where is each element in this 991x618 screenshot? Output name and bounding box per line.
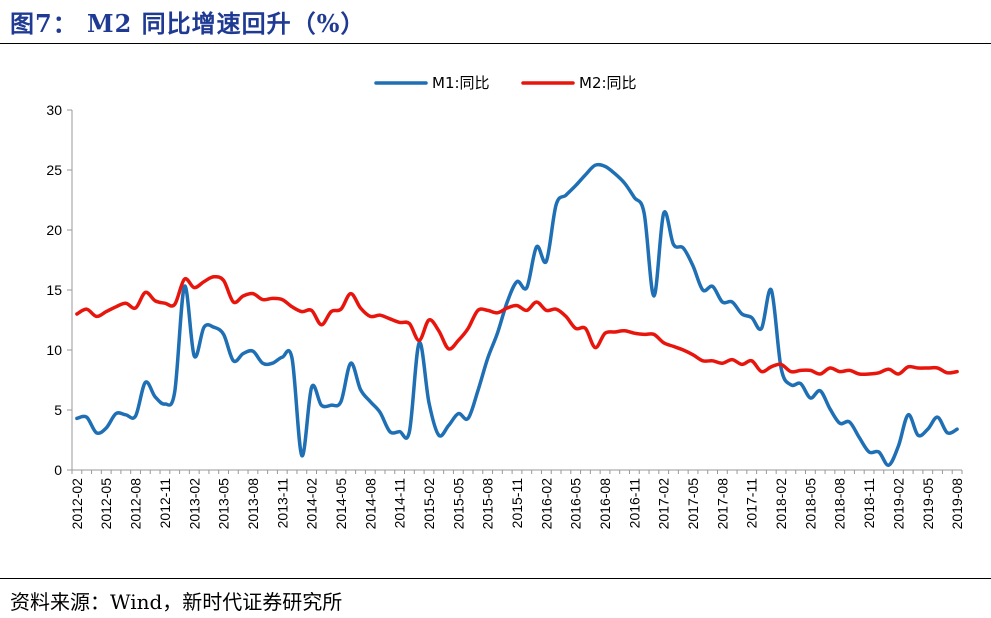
x-tick-label: 2018-11	[861, 478, 877, 529]
legend-label: M1:同比	[432, 74, 490, 92]
figure-title: 图7： M2 同比增速回升（%）	[10, 9, 366, 38]
x-tick-label: 2014-02	[304, 478, 320, 530]
x-tick-label: 2017-02	[656, 478, 672, 530]
x-tick-label: 2014-08	[362, 478, 378, 530]
source-note: 资料来源：Wind，新时代证券研究所	[10, 590, 343, 614]
x-tick-label: 2017-05	[685, 478, 701, 530]
x-tick-label: 2016-05	[568, 478, 584, 530]
top-rule	[0, 43, 991, 44]
x-tick-label: 2018-08	[832, 478, 848, 530]
y-tick-label: 20	[46, 222, 62, 238]
x-tick-label: 2016-08	[597, 478, 613, 530]
x-tick-label: 2013-05	[216, 478, 232, 530]
x-tick-label: 2015-08	[480, 478, 496, 530]
y-tick-label: 30	[46, 102, 62, 118]
x-tick-label: 2018-02	[773, 478, 789, 530]
x-tick-label: 2017-11	[744, 478, 760, 529]
y-tick-label: 25	[46, 162, 62, 178]
y-tick-label: 0	[54, 462, 62, 478]
y-tick-label: 10	[46, 342, 62, 358]
x-tick-label: 2014-05	[333, 478, 349, 530]
x-axis: 2012-02 2012-05 2012-08 2012-11 2013-02 2013-…	[69, 469, 965, 530]
y-tick-label: 5	[54, 402, 62, 418]
x-tick-label: 2012-08	[128, 478, 144, 530]
bottom-rule	[0, 578, 991, 579]
x-tick-label: 2013-08	[245, 478, 261, 530]
x-tick-label: 2015-05	[450, 478, 466, 530]
x-tick-label: 2016-11	[626, 478, 642, 529]
series-line-m2	[75, 274, 959, 377]
x-tick-label: 2013-02	[186, 478, 202, 530]
chart-legend: M1:同比 M2:同比	[374, 74, 637, 92]
x-tick-label: 2012-11	[157, 478, 173, 529]
x-tick-label: 2016-02	[538, 478, 554, 530]
x-tick-label: 2013-11	[274, 478, 290, 529]
x-tick-label: 2018-05	[802, 478, 818, 530]
x-tick-label: 2014-11	[392, 478, 408, 529]
x-tick-label: 2019-05	[920, 478, 936, 530]
x-tick-label: 2017-08	[714, 478, 730, 530]
legend-label: M2:同比	[579, 74, 637, 92]
x-tick-label: 2015-11	[509, 478, 525, 529]
y-tick-label: 15	[46, 282, 62, 298]
x-tick-label: 2019-02	[890, 478, 906, 530]
plot-area	[75, 162, 959, 467]
x-tick-label: 2019-08	[949, 478, 965, 530]
x-tick-label: 2012-02	[69, 478, 85, 530]
x-tick-label: 2015-02	[421, 478, 437, 530]
x-tick-label: 2012-05	[98, 478, 114, 530]
y-axis: 0 5 10 15 20 25 30	[46, 102, 73, 478]
series-line-m1	[75, 162, 959, 467]
